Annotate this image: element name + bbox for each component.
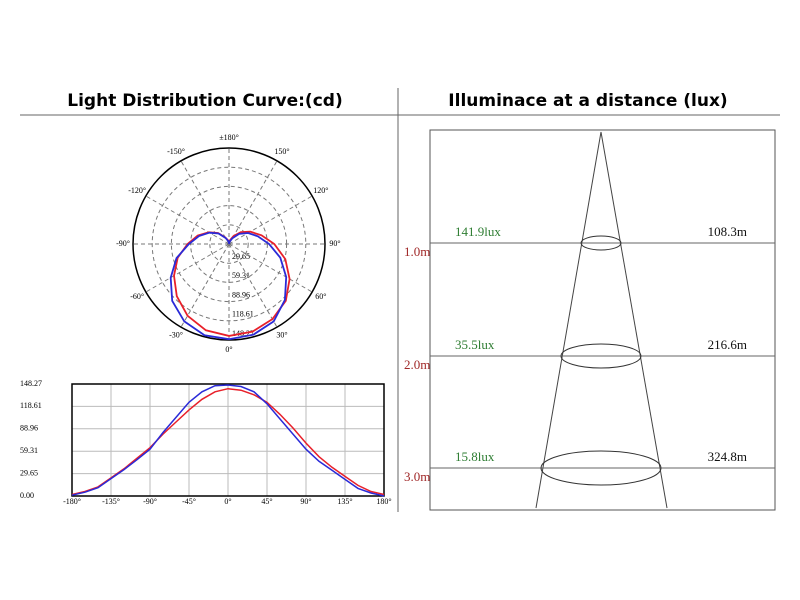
angle-label: 150° xyxy=(274,147,289,156)
angle-grid xyxy=(145,195,230,245)
beam-ellipse xyxy=(560,343,642,369)
y-tick-label: 59.31 xyxy=(20,446,38,455)
x-tick-label: 180° xyxy=(376,497,391,506)
lux-label: 35.5lux xyxy=(455,337,495,352)
angle-grid xyxy=(180,160,230,245)
distance-label: 2.0m xyxy=(404,357,430,372)
radial-label: 59.31 xyxy=(232,271,250,280)
angle-grid xyxy=(228,243,313,293)
y-tick-label: 118.61 xyxy=(20,401,42,410)
y-tick-label: 0.00 xyxy=(20,491,34,500)
x-tick-label: -180° xyxy=(63,497,81,506)
cone-edge xyxy=(535,131,602,509)
distance-label: 1.0m xyxy=(404,244,430,259)
lux-label: 141.9lux xyxy=(455,224,501,239)
angle-label: 0° xyxy=(225,345,232,354)
line-series xyxy=(71,384,385,497)
illuminance-frame xyxy=(429,129,776,511)
radial-grid xyxy=(151,166,307,322)
angle-grid xyxy=(180,243,230,328)
x-tick-label: -90° xyxy=(143,497,157,506)
x-tick-label: 135° xyxy=(337,497,352,506)
angle-label: -90° xyxy=(116,239,130,248)
y-tick-label: 148.27 xyxy=(20,379,42,388)
diameter-label: 324.8m xyxy=(708,449,747,464)
angle-grid xyxy=(228,160,278,245)
angle-grid xyxy=(228,243,278,328)
diameter-label: 108.3m xyxy=(708,224,747,239)
x-tick-label: 0° xyxy=(224,497,231,506)
cone-edge xyxy=(600,131,668,509)
beam-ellipse xyxy=(580,235,622,251)
distance-label: 3.0m xyxy=(404,469,430,484)
angle-label: ±180° xyxy=(219,133,239,142)
y-tick-label: 29.65 xyxy=(20,468,38,477)
angle-label: 120° xyxy=(313,186,328,195)
x-tick-label: 90° xyxy=(300,497,311,506)
angle-grid xyxy=(145,243,230,293)
x-tick-label: -45° xyxy=(182,497,196,506)
y-tick-label: 88.96 xyxy=(20,424,38,433)
angle-label: -60° xyxy=(130,292,144,301)
angle-label: -120° xyxy=(128,186,146,195)
radial-label: 88.96 xyxy=(232,290,250,299)
left-title: Light Distribution Curve:(cd) xyxy=(67,91,342,111)
polar-curve xyxy=(169,231,288,341)
angle-label: -150° xyxy=(167,147,185,156)
plot-frame xyxy=(71,383,385,497)
right-title: Illuminace at a distance (lux) xyxy=(448,91,727,111)
angle-label: 60° xyxy=(315,292,326,301)
angle-grid xyxy=(228,195,313,245)
angle-label: -30° xyxy=(169,331,183,340)
diameter-label: 216.6m xyxy=(708,337,747,352)
radial-grid xyxy=(209,224,249,264)
lux-label: 15.8lux xyxy=(455,449,495,464)
angle-label: 90° xyxy=(329,239,340,248)
radial-label: 29.65 xyxy=(232,252,250,261)
angle-label: 30° xyxy=(276,331,287,340)
beam-ellipse xyxy=(540,450,662,486)
x-tick-label: -135° xyxy=(102,497,120,506)
x-tick-label: 45° xyxy=(261,497,272,506)
radial-label: 118.61 xyxy=(232,310,254,319)
